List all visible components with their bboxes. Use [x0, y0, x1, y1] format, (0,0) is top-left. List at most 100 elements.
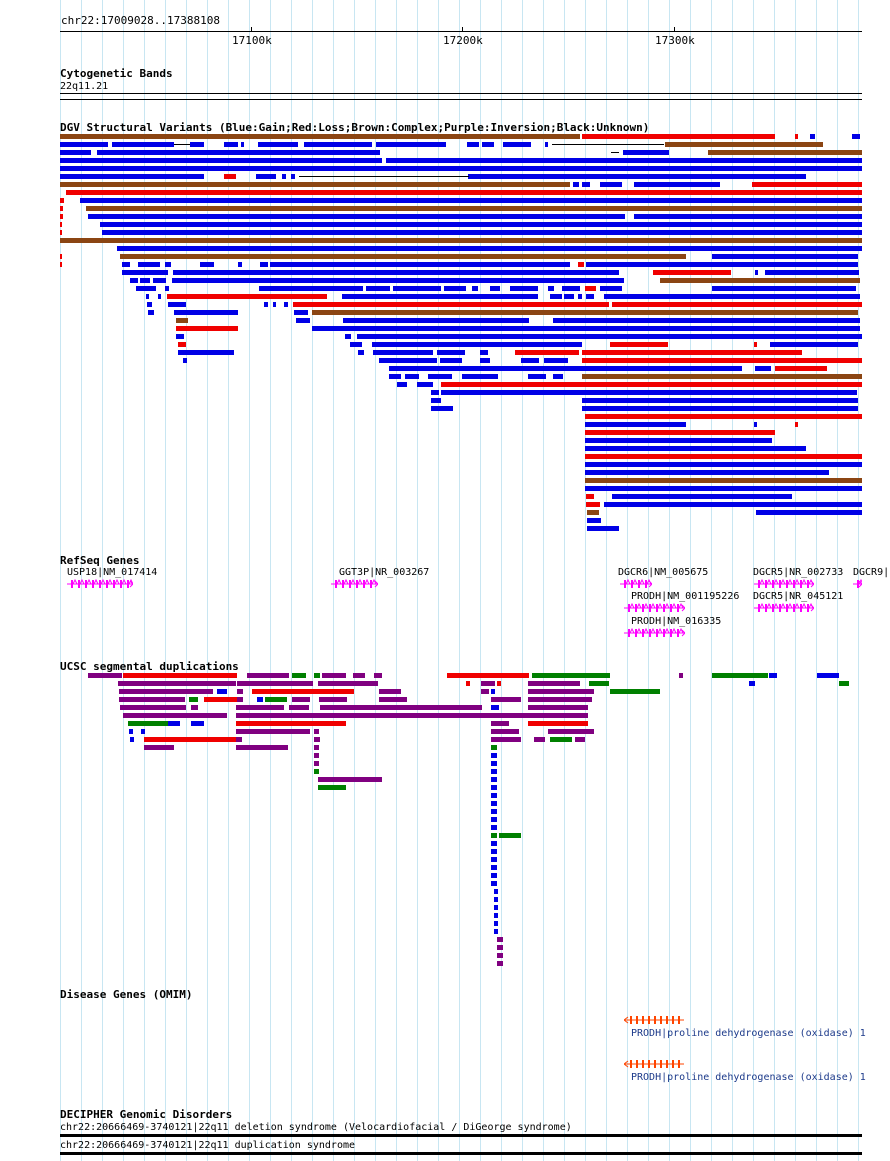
- dgv-variant[interactable]: [147, 302, 152, 307]
- gene-glyph-ggt3p[interactable]: [331, 578, 378, 590]
- decipher-bar-2[interactable]: [60, 1152, 862, 1155]
- segdup-feature[interactable]: [491, 721, 509, 726]
- segdup-feature[interactable]: [314, 729, 319, 734]
- gene-label-dgcr6[interactable]: DGCR6|NM_005675: [618, 567, 709, 578]
- dgv-variant[interactable]: [343, 318, 529, 323]
- segdup-feature[interactable]: [528, 721, 588, 726]
- segdup-feature[interactable]: [839, 681, 849, 686]
- dgv-variant[interactable]: [582, 374, 862, 379]
- cytoband-track-title[interactable]: Cytogenetic Bands: [60, 67, 173, 80]
- dgv-variant[interactable]: [376, 142, 446, 147]
- segdup-feature[interactable]: [679, 673, 683, 678]
- dgv-variant[interactable]: [564, 294, 574, 299]
- dgv-variant[interactable]: [586, 494, 594, 499]
- dgv-variant[interactable]: [472, 286, 478, 291]
- segdup-feature[interactable]: [257, 697, 263, 702]
- segdup-feature[interactable]: [481, 689, 489, 694]
- dgv-variant[interactable]: [600, 286, 622, 291]
- decipher-bar-1[interactable]: [60, 1134, 862, 1137]
- segdup-feature[interactable]: [353, 673, 365, 678]
- gene-glyph-dgcr6[interactable]: [620, 578, 652, 590]
- segdup-feature[interactable]: [528, 681, 580, 686]
- segdup-feature[interactable]: [319, 697, 347, 702]
- segdup-feature[interactable]: [494, 921, 498, 926]
- segdup-feature[interactable]: [144, 745, 174, 750]
- segdup-feature[interactable]: [236, 729, 310, 734]
- dgv-variant[interactable]: [172, 278, 624, 283]
- dgv-variant[interactable]: [528, 374, 546, 379]
- dgv-variant[interactable]: [548, 286, 554, 291]
- dgv-variant[interactable]: [553, 318, 860, 323]
- dgv-variant[interactable]: [585, 414, 862, 419]
- segdup-feature[interactable]: [528, 689, 594, 694]
- segdup-feature[interactable]: [168, 721, 180, 726]
- dgv-variant[interactable]: [291, 174, 295, 179]
- segdup-feature[interactable]: [528, 697, 592, 702]
- dgv-variant[interactable]: [224, 142, 238, 147]
- dgv-variant[interactable]: [112, 142, 174, 147]
- gene-label-dgcr9[interactable]: DGCR9|: [853, 567, 890, 578]
- dgv-variant[interactable]: [241, 142, 244, 147]
- segdup-feature[interactable]: [497, 937, 503, 942]
- segdup-feature[interactable]: [494, 897, 498, 902]
- dgv-variant[interactable]: [60, 158, 382, 163]
- dgv-variant[interactable]: [122, 262, 130, 267]
- segdup-feature[interactable]: [119, 689, 213, 694]
- segdup-feature[interactable]: [532, 673, 610, 678]
- dgv-variant[interactable]: [660, 278, 860, 283]
- segdup-feature[interactable]: [712, 673, 768, 678]
- dgv-variant[interactable]: [393, 286, 441, 291]
- dgv-variant[interactable]: [153, 278, 166, 283]
- segdup-feature[interactable]: [494, 905, 498, 910]
- segdup-feature[interactable]: [314, 753, 319, 758]
- dgv-variant[interactable]: [585, 462, 862, 467]
- dgv-variant[interactable]: [417, 382, 433, 387]
- dgv-variant[interactable]: [585, 430, 775, 435]
- gene-glyph-prodh-2[interactable]: [624, 627, 685, 639]
- dgv-variant[interactable]: [178, 342, 186, 347]
- segdup-feature[interactable]: [320, 705, 482, 710]
- dgv-variant[interactable]: [437, 350, 465, 355]
- dgv-variant[interactable]: [755, 366, 771, 371]
- dgv-variant[interactable]: [573, 182, 579, 187]
- dgv-variant[interactable]: [138, 262, 160, 267]
- dgv-variant[interactable]: [754, 342, 757, 347]
- segdup-feature[interactable]: [322, 673, 346, 678]
- segdup-feature[interactable]: [379, 697, 407, 702]
- dgv-variant[interactable]: [178, 350, 234, 355]
- segdup-feature[interactable]: [123, 713, 227, 718]
- segdup-feature[interactable]: [236, 737, 242, 742]
- dgv-variant[interactable]: [120, 254, 686, 259]
- segdup-feature[interactable]: [494, 929, 498, 934]
- dgv-variant[interactable]: [122, 270, 168, 275]
- segdup-feature[interactable]: [123, 673, 237, 678]
- dgv-variant[interactable]: [158, 294, 161, 299]
- segdup-feature[interactable]: [314, 737, 320, 742]
- segdup-feature[interactable]: [491, 849, 497, 854]
- dgv-variant[interactable]: [431, 406, 453, 411]
- segdup-feature[interactable]: [236, 705, 284, 710]
- segdup-feature[interactable]: [494, 913, 498, 918]
- segdup-feature[interactable]: [314, 745, 319, 750]
- segdup-feature[interactable]: [491, 801, 497, 806]
- dgv-variant[interactable]: [582, 406, 858, 411]
- segdup-feature[interactable]: [466, 681, 470, 686]
- segdup-feature[interactable]: [491, 793, 497, 798]
- dgv-variant[interactable]: [585, 446, 806, 451]
- dgv-variant[interactable]: [665, 142, 823, 147]
- dgv-variant[interactable]: [357, 334, 862, 339]
- dgv-variant[interactable]: [585, 478, 862, 483]
- dgv-variant[interactable]: [117, 246, 862, 251]
- dgv-variant[interactable]: [60, 214, 63, 219]
- dgv-variant[interactable]: [482, 142, 494, 147]
- segdup-feature[interactable]: [491, 769, 497, 774]
- gene-label-prodh-1[interactable]: PRODH|NM_001195226: [631, 591, 740, 602]
- segdup-feature[interactable]: [237, 689, 243, 694]
- segdup-feature[interactable]: [118, 681, 236, 686]
- dgv-variant[interactable]: [174, 310, 238, 315]
- dgv-variant[interactable]: [521, 358, 539, 363]
- dgv-variant[interactable]: [612, 302, 862, 307]
- segdup-feature[interactable]: [265, 697, 287, 702]
- dgv-variant[interactable]: [587, 510, 599, 515]
- dgv-variant[interactable]: [282, 174, 286, 179]
